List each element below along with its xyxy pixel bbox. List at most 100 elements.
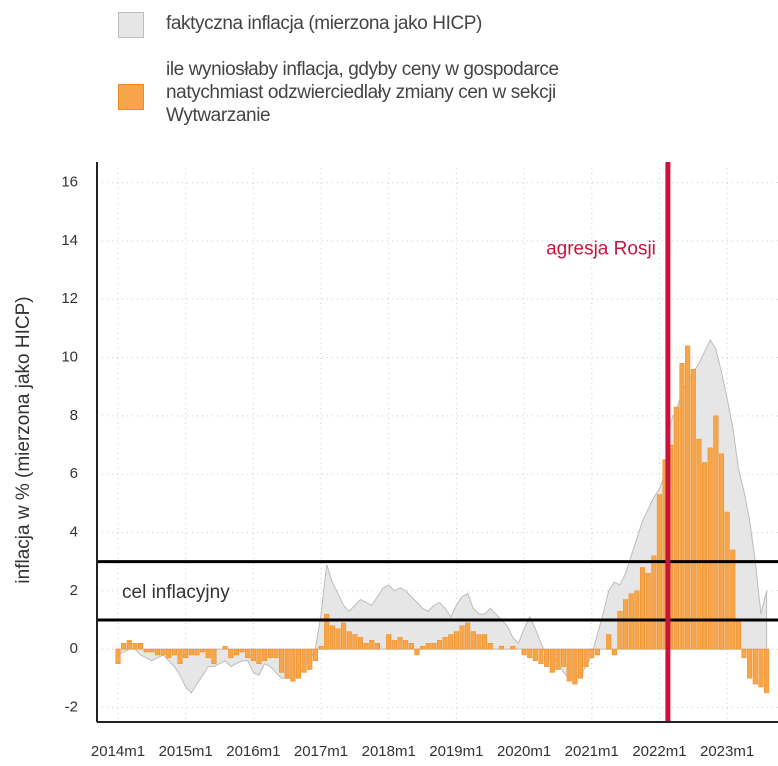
bar [256,648,262,664]
bar [685,345,691,650]
legend-swatch [118,12,144,38]
bar [279,648,285,673]
y-tick-label: 16 [61,174,78,191]
bar [498,645,505,650]
bar [273,648,279,659]
bar [594,648,600,656]
bar [583,648,589,667]
bar [386,634,392,650]
bar [572,648,578,685]
bar [200,648,206,653]
bar [589,648,595,659]
bar [250,648,256,662]
bar [346,631,352,650]
bar [521,648,527,656]
bar [335,628,341,650]
bar [448,634,454,650]
bar [555,648,561,670]
bar [312,648,318,662]
x-tick-label: 2023m1 [700,743,754,760]
x-tick-label: 2017m1 [294,743,348,760]
bar [544,648,550,667]
x-tick-label: 2019m1 [429,743,483,760]
bar [538,648,544,664]
bar [115,648,121,664]
bar [301,648,307,673]
bar [374,643,380,650]
bar [143,648,149,653]
bar [222,645,228,650]
y-axis-title: inflacja w % (mierzona jako HICP) [13,296,34,583]
bar [724,511,730,650]
bar [702,462,708,650]
bar [476,634,482,650]
bar [758,648,764,688]
bar [713,415,719,650]
legend-label: ile wyniosłaby inflacja, gdyby ceny w go… [166,59,559,126]
bar [188,648,194,656]
bar [403,640,409,650]
bar [487,643,493,650]
x-tick-label: 2014m1 [91,743,145,760]
bar [707,447,713,650]
bar [171,648,177,656]
bar [126,640,132,650]
bar [149,648,155,653]
target-label: cel inflacyjny [122,582,230,603]
bar [211,648,217,664]
legend-label: faktyczna inflacja (mierzona jako HICP) [166,13,482,34]
y-tick-label: 4 [70,523,78,540]
bar [420,645,426,650]
bar [527,648,533,659]
bar [290,648,296,682]
bar [696,438,702,650]
y-tick-label: 2 [70,582,78,599]
y-tick-label: 12 [61,290,78,307]
bar [425,643,431,650]
bar [324,613,330,650]
bar [329,625,335,650]
x-tick-label: 2015m1 [159,743,213,760]
bar [566,648,572,682]
y-tick-label: 8 [70,407,78,424]
bar [436,640,443,650]
bar [160,648,166,656]
bar [549,648,555,673]
bar [166,648,172,659]
bar [295,648,302,679]
bar [233,648,239,656]
bar [606,634,612,650]
bar [465,622,471,650]
bar [154,648,161,656]
bar [651,555,657,650]
bar [183,648,189,659]
bar [718,453,725,650]
y-tick-label: 6 [70,465,78,482]
bar [679,363,685,650]
bar [752,648,758,685]
bar [228,648,234,659]
bar [284,648,290,679]
bar [735,619,741,650]
y-tick-label: 10 [61,348,78,365]
x-tick-label: 2020m1 [497,743,551,760]
bar [577,648,584,679]
bar [442,637,448,650]
bar [194,648,200,656]
bar [656,494,662,650]
y-tick-label: 14 [61,232,78,249]
bar [363,643,369,650]
bar [617,610,623,650]
bar [690,368,696,650]
bar [262,648,268,662]
event-label: agresja Rosji [546,239,656,260]
bar [307,648,313,670]
legend-swatch [118,84,144,110]
bar [205,648,211,659]
bar [397,637,403,650]
bar [245,648,251,659]
bar [645,573,651,650]
bar [730,549,736,650]
